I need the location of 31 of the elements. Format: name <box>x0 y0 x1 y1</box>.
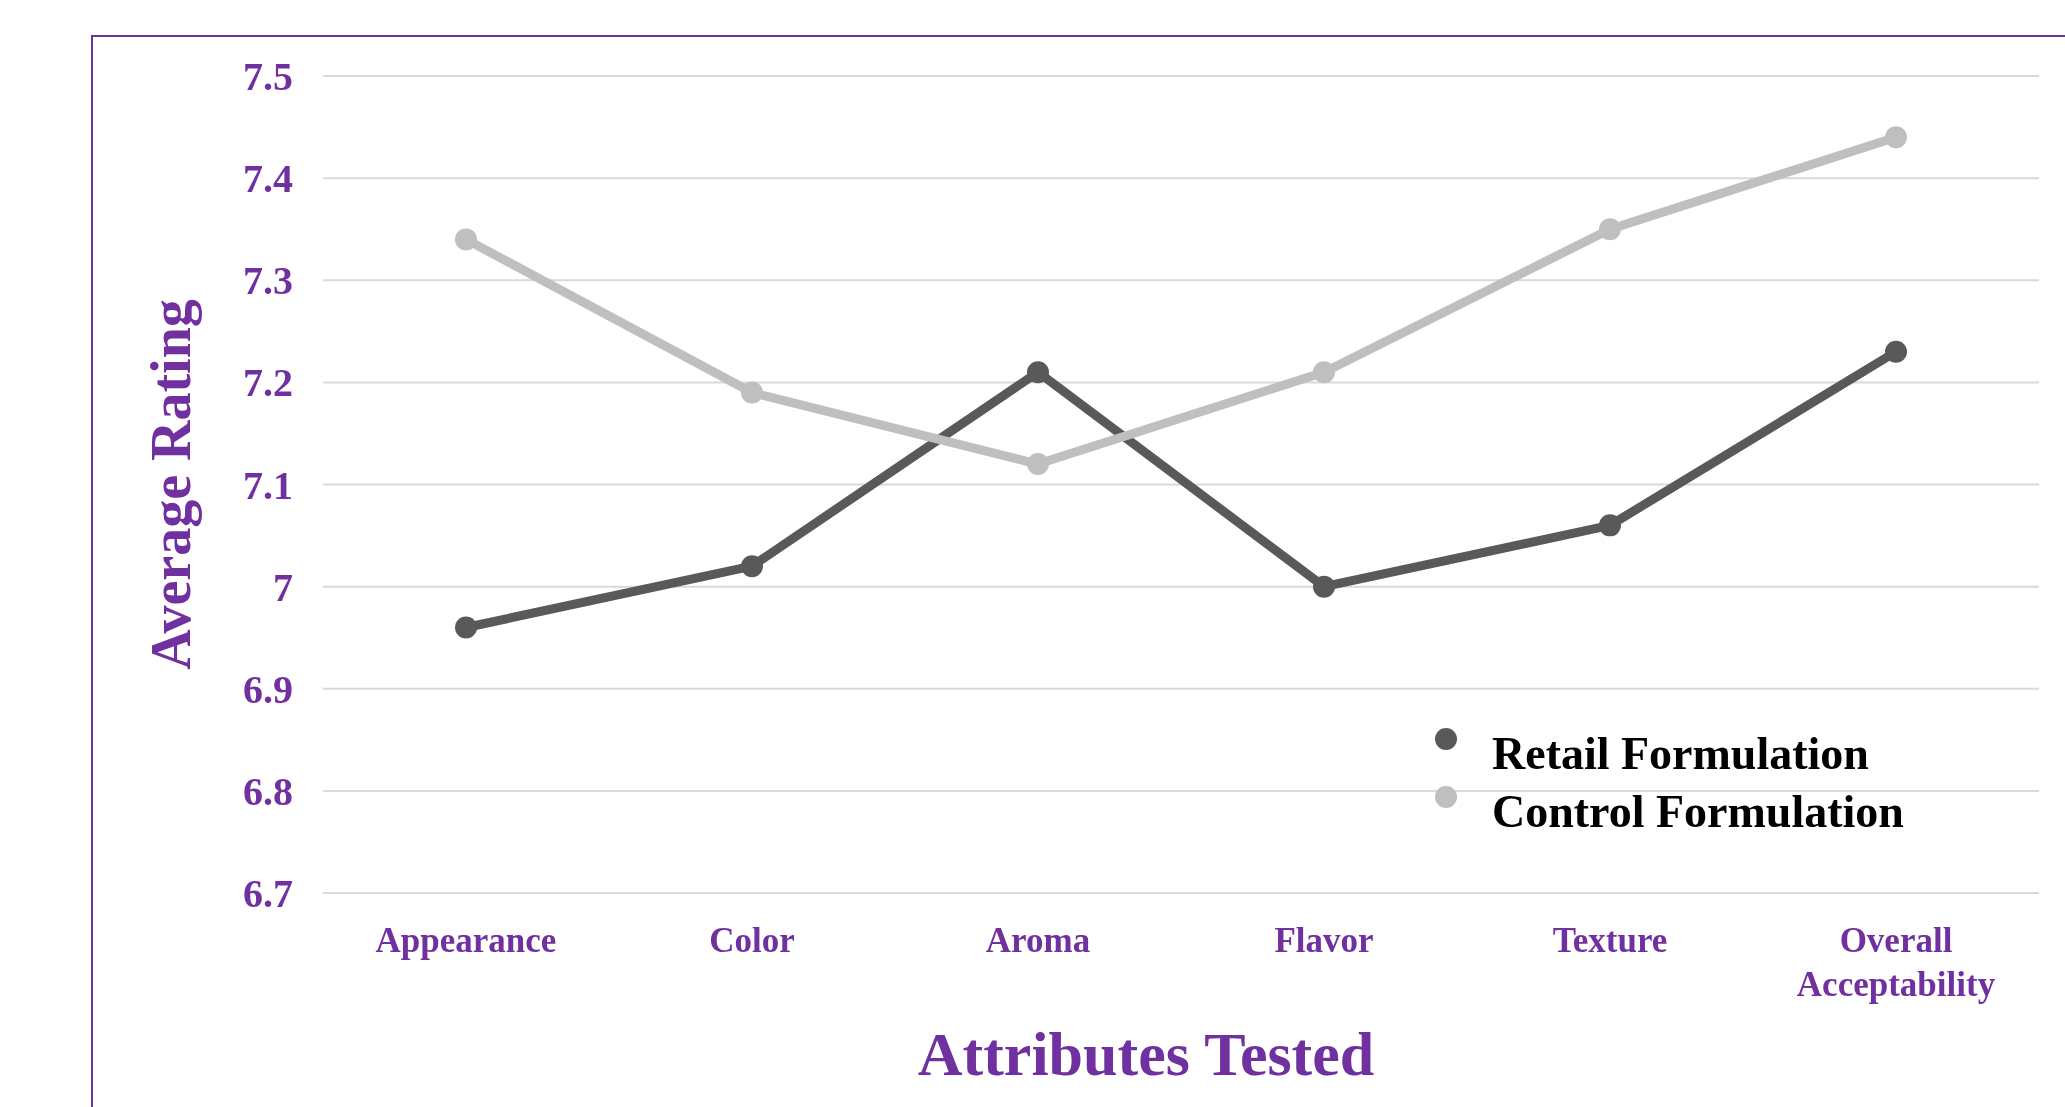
point <box>1313 361 1335 384</box>
legend-label: Control Formulation <box>1492 786 1904 837</box>
y-axis-title: Average Rating <box>140 299 202 670</box>
x-tick-label: Flavor <box>1274 921 1374 960</box>
y-tick-label: 6.9 <box>243 666 293 712</box>
point <box>1599 218 1621 241</box>
x-axis-title: Attributes Tested <box>917 1020 1375 1088</box>
point <box>1027 361 1049 384</box>
legend-label: Retail Formulation <box>1492 728 1869 779</box>
y-tick-label: 6.7 <box>243 871 293 916</box>
x-tick-label: Texture <box>1552 921 1668 960</box>
point <box>1027 453 1049 476</box>
point <box>455 228 477 251</box>
point <box>1885 126 1907 149</box>
y-tick-label: 7 <box>273 564 293 610</box>
point <box>1313 575 1335 598</box>
point <box>741 381 763 404</box>
x-tick-label: Overall Acceptability <box>1796 921 1996 1004</box>
y-tick-label: 7.3 <box>243 258 293 304</box>
x-tick-label: Color <box>709 921 795 960</box>
x-tick-label: Aroma <box>985 921 1091 960</box>
y-tick-label: 7.5 <box>243 54 293 99</box>
point <box>455 616 477 639</box>
y-tick-label: 7.4 <box>243 156 293 202</box>
y-tick-label: 7.1 <box>243 462 293 508</box>
y-tick-label: 7.2 <box>243 360 293 406</box>
point <box>1599 514 1621 537</box>
point <box>741 555 763 578</box>
x-tick-label: Appearance <box>375 921 557 960</box>
point <box>1885 340 1907 363</box>
y-tick-label: 6.8 <box>243 768 293 814</box>
